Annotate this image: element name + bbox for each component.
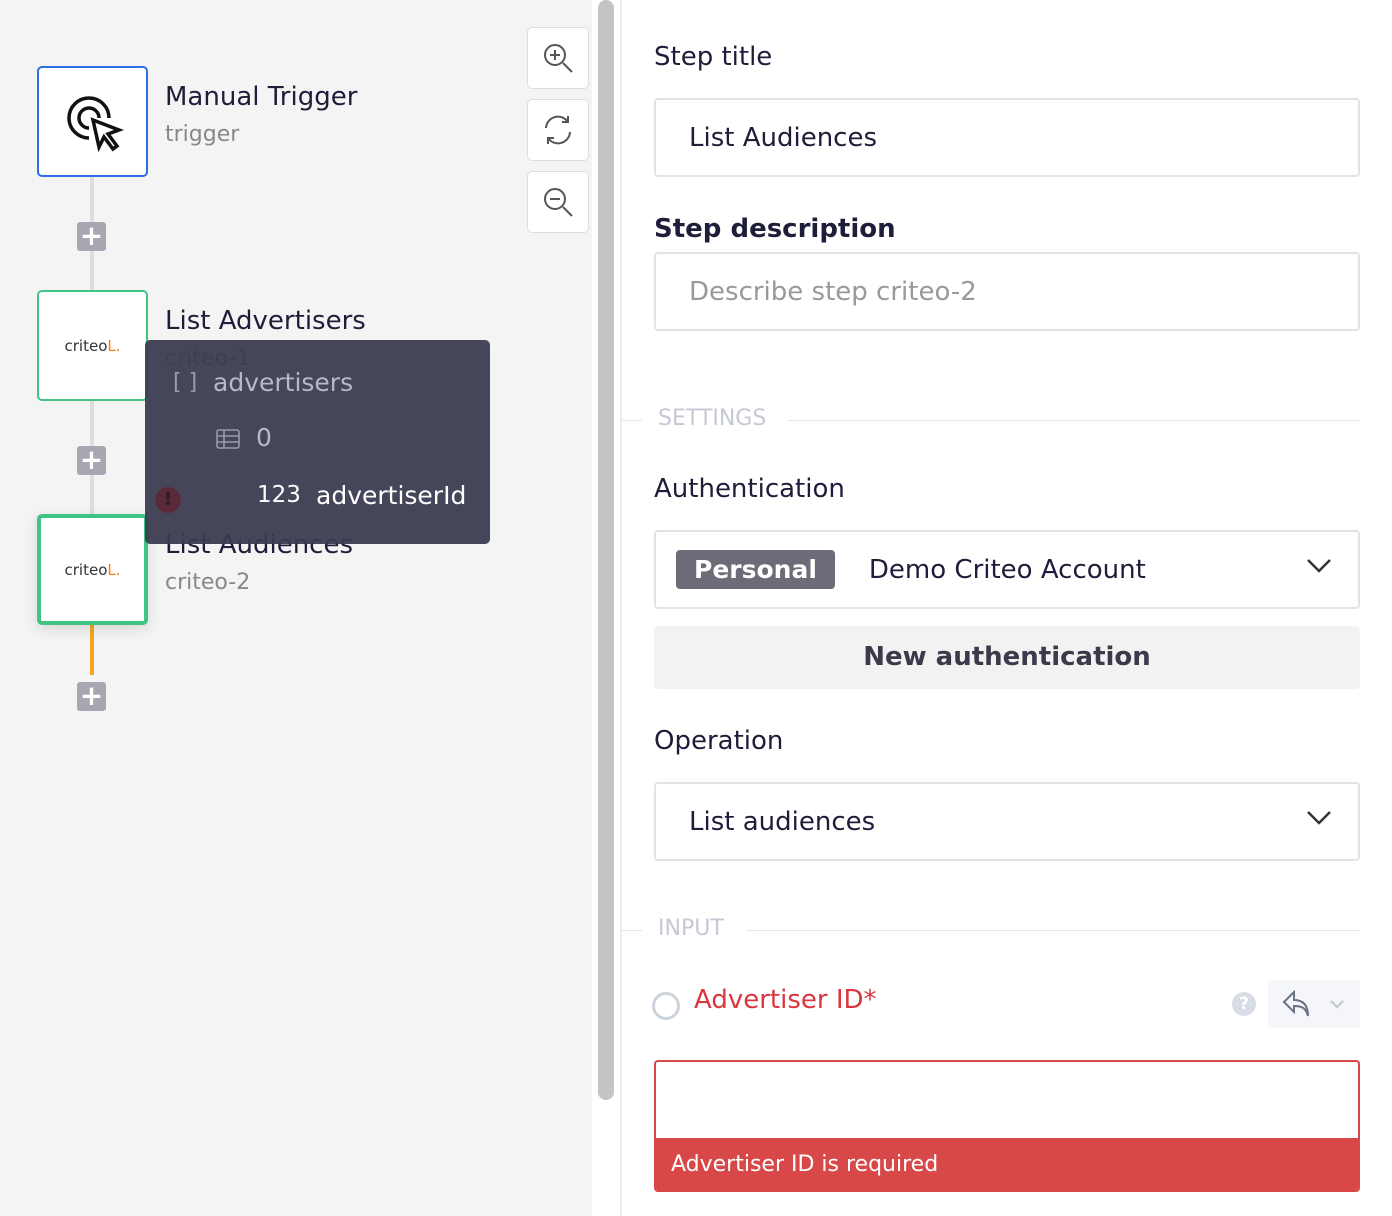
reference-menu-button[interactable]	[1268, 980, 1360, 1028]
array-icon: [ ]	[173, 370, 198, 395]
type-badge: 123	[257, 482, 301, 508]
add-step-button[interactable]: +	[77, 682, 106, 711]
advertiser-id-value[interactable]	[656, 1062, 1358, 1138]
step-title-input[interactable]: List Audiences	[654, 98, 1360, 177]
step-title-label: Step title	[654, 42, 773, 72]
new-authentication-button[interactable]: New authentication	[654, 626, 1360, 689]
authentication-select[interactable]: Personal Demo Criteo Account	[654, 530, 1360, 609]
advertiser-id-input[interactable]: Advertiser ID is required	[654, 1060, 1360, 1192]
zoom-in-button[interactable]	[527, 27, 589, 89]
chevron-down-icon	[1307, 811, 1331, 825]
panel-divider[interactable]	[620, 0, 622, 1216]
criteo-logo: criteoL.	[64, 336, 121, 355]
add-step-button[interactable]: +	[77, 446, 106, 475]
step-description-label: Step description	[654, 214, 896, 244]
chevron-down-icon	[1307, 559, 1331, 573]
workflow-canvas: Manual Trigger trigger + criteoL. List A…	[0, 0, 592, 1216]
zoom-out-icon	[544, 188, 573, 217]
refresh-icon	[545, 115, 571, 145]
canvas-scrollbar[interactable]	[598, 0, 614, 1100]
array-index[interactable]: 0	[256, 423, 272, 452]
array-field[interactable]: advertisers	[213, 368, 354, 397]
table-icon	[216, 429, 240, 449]
error-icon: !	[155, 487, 181, 513]
input-heading: INPUT	[658, 916, 724, 941]
personal-badge: Personal	[676, 550, 835, 589]
node-subtitle: criteo-2	[165, 570, 251, 595]
node-title: List Advertisers	[165, 306, 366, 336]
advertiser-id-label: Advertiser ID*	[694, 985, 877, 1015]
add-step-button[interactable]: +	[77, 222, 106, 251]
settings-heading: SETTINGS	[658, 406, 767, 431]
settings-section-header: SETTINGS	[622, 406, 1360, 431]
node-manual-trigger[interactable]	[37, 66, 148, 177]
field-advertiserId[interactable]: advertiserId	[316, 481, 467, 510]
field-toggle-radio[interactable]	[652, 992, 680, 1020]
cursor-click-icon	[66, 95, 124, 152]
operation-label: Operation	[654, 726, 784, 756]
zoom-in-icon	[544, 44, 573, 73]
criteo-logo: criteoL.	[64, 560, 121, 579]
operation-select[interactable]: List audiences	[654, 782, 1360, 861]
zoom-out-button[interactable]	[527, 171, 589, 233]
help-icon[interactable]: ?	[1232, 992, 1256, 1016]
operation-value: List audiences	[689, 806, 876, 837]
connector-active	[90, 625, 94, 675]
node-list-advertisers[interactable]: criteoL.	[37, 290, 148, 401]
node-subtitle: trigger	[165, 122, 240, 147]
node-title: Manual Trigger	[165, 82, 358, 112]
authentication-label: Authentication	[654, 474, 845, 504]
advertiser-id-error: Advertiser ID is required	[656, 1138, 1358, 1190]
reset-view-button[interactable]	[527, 99, 589, 161]
reply-arrow-icon	[1282, 990, 1309, 1017]
step-description-input[interactable]: Describe step criteo-2	[654, 252, 1360, 331]
input-section-header: INPUT	[622, 916, 1360, 941]
node-list-audiences[interactable]: criteoL.	[37, 514, 148, 625]
data-picker-tooltip: [ ] advertisers 0 ! 123 advertiserId	[145, 340, 490, 544]
auth-value: Demo Criteo Account	[868, 554, 1146, 585]
chevron-down-icon	[1330, 1000, 1344, 1009]
